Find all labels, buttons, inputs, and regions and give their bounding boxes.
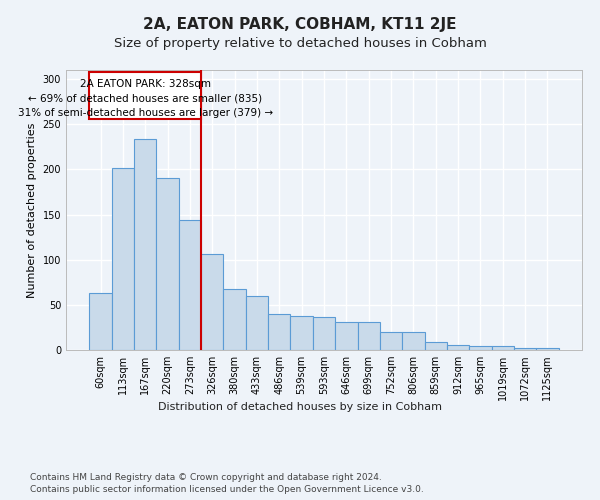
Bar xyxy=(246,296,268,350)
Bar xyxy=(358,322,380,350)
Bar xyxy=(447,346,469,350)
Bar xyxy=(223,288,246,350)
Text: Contains public sector information licensed under the Open Government Licence v3: Contains public sector information licen… xyxy=(30,485,424,494)
Bar xyxy=(157,178,179,350)
Bar xyxy=(134,138,157,350)
Text: ← 69% of detached houses are smaller (835): ← 69% of detached houses are smaller (83… xyxy=(28,94,262,104)
Bar xyxy=(112,168,134,350)
Text: Distribution of detached houses by size in Cobham: Distribution of detached houses by size … xyxy=(158,402,442,412)
Bar xyxy=(491,346,514,350)
Text: 31% of semi-detached houses are larger (379) →: 31% of semi-detached houses are larger (… xyxy=(18,108,273,118)
Bar xyxy=(89,293,112,350)
Text: Contains HM Land Registry data © Crown copyright and database right 2024.: Contains HM Land Registry data © Crown c… xyxy=(30,472,382,482)
Y-axis label: Number of detached properties: Number of detached properties xyxy=(27,122,37,298)
Bar xyxy=(268,314,290,350)
Text: 2A EATON PARK: 328sqm: 2A EATON PARK: 328sqm xyxy=(80,79,211,89)
Bar xyxy=(469,346,491,350)
Bar xyxy=(313,316,335,350)
Bar xyxy=(335,322,358,350)
Bar xyxy=(402,332,425,350)
Bar xyxy=(425,342,447,350)
Bar xyxy=(380,332,402,350)
Bar xyxy=(201,254,223,350)
Bar xyxy=(179,220,201,350)
Bar xyxy=(536,348,559,350)
Text: 2A, EATON PARK, COBHAM, KT11 2JE: 2A, EATON PARK, COBHAM, KT11 2JE xyxy=(143,18,457,32)
Bar xyxy=(514,348,536,350)
Text: Size of property relative to detached houses in Cobham: Size of property relative to detached ho… xyxy=(113,38,487,51)
Bar xyxy=(290,316,313,350)
FancyBboxPatch shape xyxy=(89,72,201,119)
